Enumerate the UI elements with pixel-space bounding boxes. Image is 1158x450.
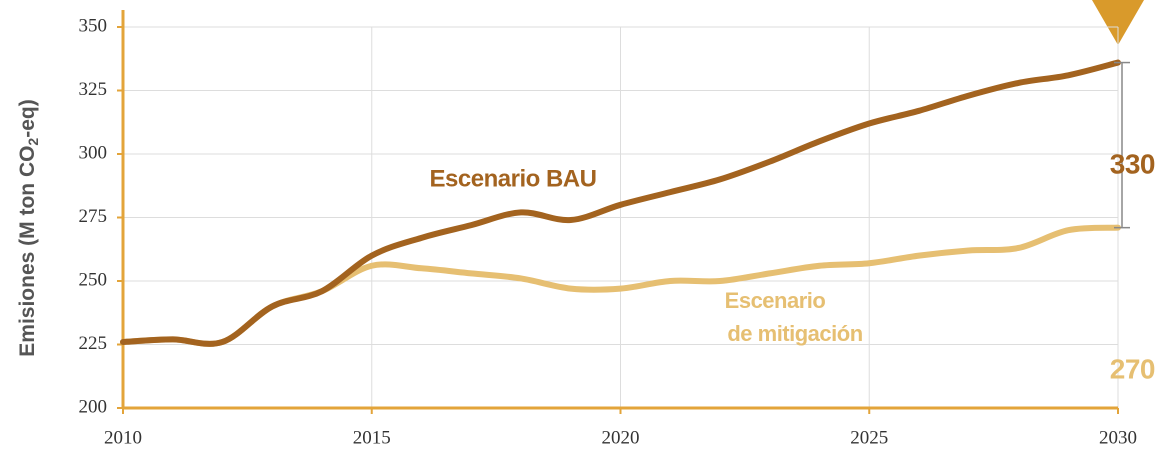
x-tick-label: 2030: [1099, 427, 1137, 448]
annotation-bau: Escenario BAU: [430, 165, 597, 192]
y-tick-label: 200: [79, 396, 108, 417]
y-tick-label: 325: [79, 79, 108, 100]
y-tick-label: 275: [79, 206, 108, 227]
x-tick-label: 2015: [353, 427, 391, 448]
annotation-mitigation: Escenario: [725, 288, 826, 313]
y-tick-label: 350: [79, 15, 108, 36]
annotation-value: 330: [1110, 148, 1155, 179]
line-series: [120, 59, 1121, 347]
x-tick-label: 2010: [104, 427, 142, 448]
marker-triangle: [1092, 0, 1144, 45]
y-tick-label: 225: [79, 333, 108, 354]
y-axis-label-sub: 2: [25, 138, 41, 146]
annotation-mitigation: de mitigación: [727, 321, 862, 346]
y-axis-label-part: Emisiones (M ton CO: [16, 146, 39, 357]
y-axis-label-part: -eq): [16, 99, 39, 138]
x-tick-label: 2025: [850, 427, 888, 448]
y-axis-label: Emisiones (M ton CO2-eq): [16, 99, 41, 356]
annotation-value: 270: [1110, 353, 1155, 384]
x-tick-label: 2020: [602, 427, 640, 448]
y-tick-label: 300: [79, 142, 108, 163]
y-tick-label: 250: [79, 269, 108, 290]
